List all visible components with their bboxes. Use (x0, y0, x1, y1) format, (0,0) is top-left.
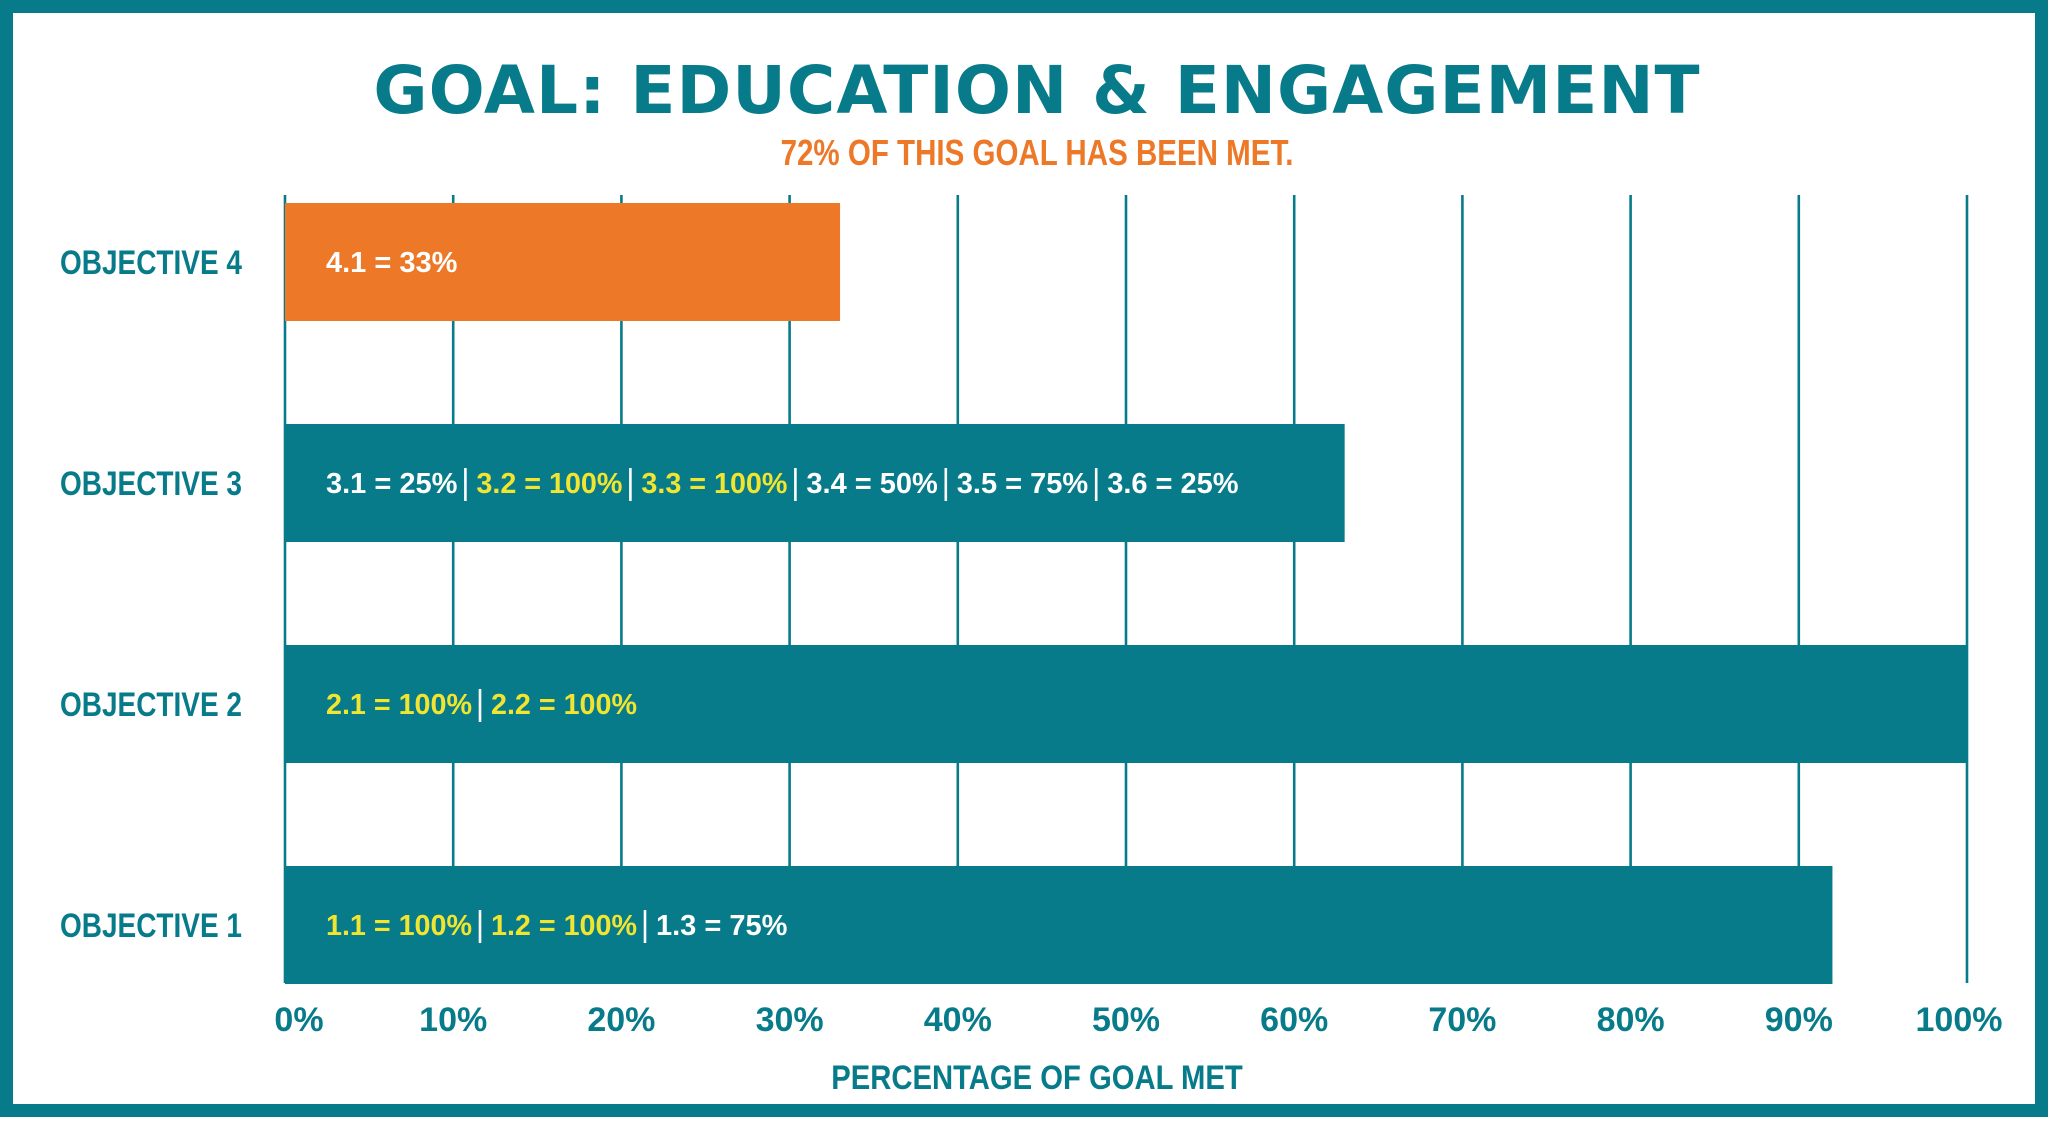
bar-chart: OBJECTIVE 4 OBJECTIVE 3 OBJECTIVE 2 OBJECTI… (60, 195, 2003, 1039)
bar (285, 866, 1833, 984)
data-label: 1.2 = 100% (491, 910, 637, 942)
x-tick-label: 60% (1260, 1001, 1328, 1039)
x-tick-label: 80% (1597, 1001, 1665, 1039)
x-tick-label: 90% (1765, 1001, 1833, 1039)
category-label: OBJECTIVE 3 (60, 465, 242, 503)
data-label: 3.1 = 25% (326, 468, 458, 500)
bar (285, 424, 1345, 542)
data-label: 3.5 = 75% (957, 468, 1089, 500)
x-tick-label: 10% (419, 1001, 487, 1039)
category-label: OBJECTIVE 1 (60, 907, 242, 945)
x-tick-label: 0% (274, 1001, 323, 1039)
x-tick-label: 70% (1428, 1001, 1496, 1039)
bar (285, 203, 841, 321)
data-label: 3.3 = 100% (641, 468, 787, 500)
data-label: 3.4 = 50% (806, 468, 938, 500)
data-label: 4.1 = 33% (326, 247, 458, 279)
category-label: OBJECTIVE 4 (60, 244, 242, 282)
data-label: 3.6 = 25% (1107, 468, 1239, 500)
data-label: 3.2 = 100% (476, 468, 622, 500)
bar (285, 645, 1967, 763)
x-tick-label: 100% (1916, 1001, 2003, 1039)
chart-subtitle: 72% OF THIS GOAL HAS BEEN MET. (780, 132, 1294, 173)
x-tick-label: 50% (1092, 1001, 1160, 1039)
data-label: 1.3 = 75% (656, 910, 788, 942)
data-label: 2.2 = 100% (491, 689, 637, 721)
x-tick-label: 30% (756, 1001, 824, 1039)
x-axis-label: PERCENTAGE OF GOAL MET (831, 1059, 1243, 1097)
chart-title: GOAL: EDUCATION & ENGAGEMENT (373, 52, 1701, 129)
category-label: OBJECTIVE 2 (60, 686, 242, 724)
data-label: 1.1 = 100% (326, 910, 472, 942)
x-tick-label: 20% (587, 1001, 655, 1039)
x-tick-label: 40% (924, 1001, 992, 1039)
data-label: 2.1 = 100% (326, 689, 472, 721)
